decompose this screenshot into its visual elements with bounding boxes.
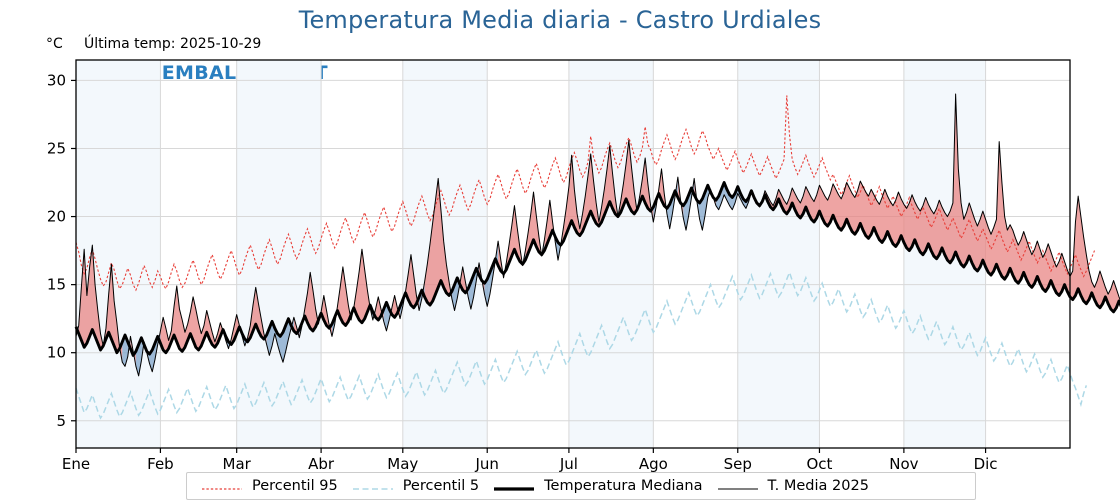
legend-item-3[interactable]: Temperatura Mediana bbox=[479, 473, 703, 499]
fill-region-above bbox=[391, 295, 401, 319]
fill-region-below bbox=[666, 177, 678, 229]
fill-region-above bbox=[353, 249, 371, 323]
legend-swatch-dashed-icon bbox=[352, 480, 394, 492]
fill-region-above bbox=[506, 205, 523, 270]
plot-frame bbox=[75, 59, 1071, 449]
y-tick-label: 20 bbox=[47, 208, 66, 226]
series-temperatura-mediana bbox=[74, 181, 1120, 357]
fill-region-above bbox=[525, 192, 542, 261]
x-tick-label: Ene bbox=[62, 455, 90, 473]
legend-label: Percentil 5 bbox=[402, 478, 480, 494]
series-percentil-5 bbox=[75, 270, 1088, 420]
chart-legend: Percentil 95 Percentil 5 Temperatura Media… bbox=[186, 472, 976, 500]
fill-region-above bbox=[544, 200, 556, 251]
legend-swatch-thick-solid-icon bbox=[493, 480, 535, 492]
fill-region-above bbox=[658, 168, 667, 214]
legend-label: Percentil 95 bbox=[252, 478, 338, 494]
fill-region-below bbox=[451, 277, 460, 311]
y-tick-label: 15 bbox=[47, 276, 66, 294]
legend-item-1[interactable]: Percentil 95 bbox=[187, 473, 338, 499]
fill-region-below bbox=[484, 241, 499, 307]
x-tick-label: Ago bbox=[639, 455, 668, 473]
fill-region-above bbox=[160, 285, 224, 353]
x-tick-label: Abr bbox=[308, 455, 335, 473]
x-tick-label: Dic bbox=[974, 455, 998, 473]
x-tick-label: Feb bbox=[147, 455, 174, 473]
y-tick-label: 5 bbox=[56, 412, 66, 430]
legend-label: Temperatura Mediana bbox=[544, 478, 703, 494]
y-tick-label: 30 bbox=[47, 71, 66, 89]
fill-region-above bbox=[762, 94, 1120, 312]
fill-region-below bbox=[383, 302, 392, 331]
month-band bbox=[236, 60, 322, 448]
fill-region-above bbox=[375, 296, 384, 322]
legend-item-4[interactable]: T. Media 2025 bbox=[703, 473, 869, 499]
month-band bbox=[737, 60, 820, 448]
last-temp-subtitle: Última temp: 2025-10-29 bbox=[84, 36, 262, 52]
fill-region-below bbox=[696, 185, 711, 231]
month-band bbox=[568, 60, 654, 448]
month-band bbox=[76, 60, 161, 448]
fill-region-above bbox=[424, 178, 452, 306]
series-percentil-95 bbox=[75, 95, 1096, 292]
x-tick-label: Oct bbox=[806, 455, 832, 473]
x-tick-label: Jun bbox=[474, 455, 498, 473]
fill-region-below bbox=[468, 262, 480, 310]
y-tick-label: 10 bbox=[47, 344, 66, 362]
series-t-media-2025 bbox=[75, 93, 1120, 377]
legend-label: T. Media 2025 bbox=[767, 478, 869, 494]
y-axis-unit-label: °C bbox=[46, 36, 63, 52]
y-tick-label: 25 bbox=[47, 139, 66, 157]
legend-swatch-dotted-icon bbox=[201, 480, 243, 492]
fill-region-above bbox=[405, 254, 420, 311]
x-tick-label: Sep bbox=[724, 455, 752, 473]
x-tick-label: Jul bbox=[559, 455, 578, 473]
legend-item-2[interactable]: Percentil 5 bbox=[338, 473, 479, 499]
legend-swatch-thin-solid-icon bbox=[717, 480, 759, 492]
fill-above-median bbox=[78, 94, 1120, 367]
x-tick-label: Mar bbox=[223, 455, 252, 473]
x-tick-label: Nov bbox=[889, 455, 918, 473]
fill-region-below bbox=[122, 335, 131, 367]
fill-region-above bbox=[304, 272, 319, 331]
x-tick-label: May bbox=[387, 455, 418, 473]
fill-region-above bbox=[337, 266, 352, 326]
chart-title: Temperatura Media diaria - Castro Urdial… bbox=[298, 6, 822, 34]
